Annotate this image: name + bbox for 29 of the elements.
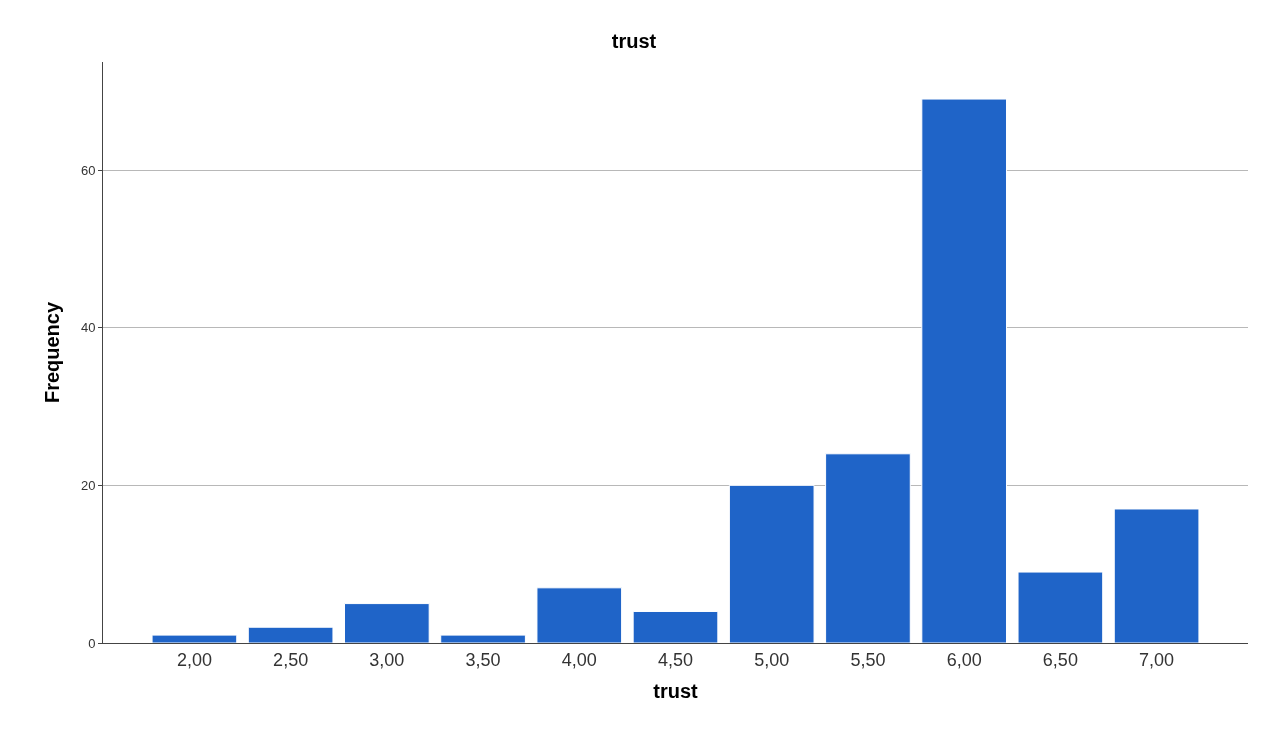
bar: [1017, 571, 1104, 643]
bar: [440, 634, 526, 643]
y-tick-label: 20: [80, 477, 96, 493]
x-tick-label: 3,00: [369, 649, 405, 670]
x-tick-label: 5,50: [850, 649, 886, 670]
y-tick-label: 0: [88, 635, 96, 651]
x-tick-label: 6,50: [1042, 649, 1078, 670]
x-axis-title: trust: [653, 680, 699, 703]
y-axis-title: Frequency: [41, 301, 64, 404]
bar: [536, 587, 623, 643]
bar: [247, 626, 334, 643]
x-tick-label: 3,50: [465, 649, 501, 670]
x-tick-label: 6,00: [946, 649, 982, 670]
bar: [728, 484, 815, 643]
y-tick-label: 40: [80, 320, 96, 336]
bar: [1113, 508, 1200, 643]
x-tick-label: 2,50: [273, 649, 309, 670]
bar: [632, 610, 719, 643]
x-tick-label: 5,00: [754, 649, 790, 670]
bar: [921, 98, 1007, 643]
bar: [344, 603, 430, 643]
bar: [151, 634, 238, 643]
x-tick-label: 4,00: [561, 649, 597, 670]
chart-title: trust: [611, 29, 657, 52]
x-tick-label: 7,00: [1139, 649, 1175, 670]
bar: [825, 453, 911, 643]
y-tick-label: 60: [80, 162, 96, 178]
x-tick-label: 2,00: [176, 649, 212, 670]
x-tick-label: 4,50: [657, 649, 694, 670]
